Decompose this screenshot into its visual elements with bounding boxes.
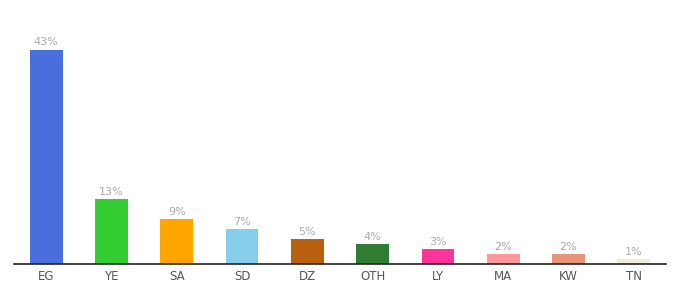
Text: 13%: 13%	[99, 187, 124, 197]
Bar	[160, 219, 193, 264]
Text: 3%: 3%	[429, 237, 447, 247]
Text: 43%: 43%	[34, 38, 58, 47]
Text: 2%: 2%	[560, 242, 577, 251]
Bar	[356, 244, 389, 264]
Text: 4%: 4%	[364, 232, 381, 242]
Text: 2%: 2%	[494, 242, 512, 251]
Bar	[226, 229, 258, 264]
Bar	[422, 249, 454, 264]
Text: 5%: 5%	[299, 226, 316, 237]
Text: 9%: 9%	[168, 207, 186, 217]
Text: 1%: 1%	[625, 247, 643, 256]
Bar	[487, 254, 520, 264]
Bar	[291, 239, 324, 264]
Bar	[617, 259, 650, 264]
Bar	[30, 50, 63, 264]
Bar	[95, 199, 128, 264]
Bar	[552, 254, 585, 264]
Text: 7%: 7%	[233, 217, 251, 227]
